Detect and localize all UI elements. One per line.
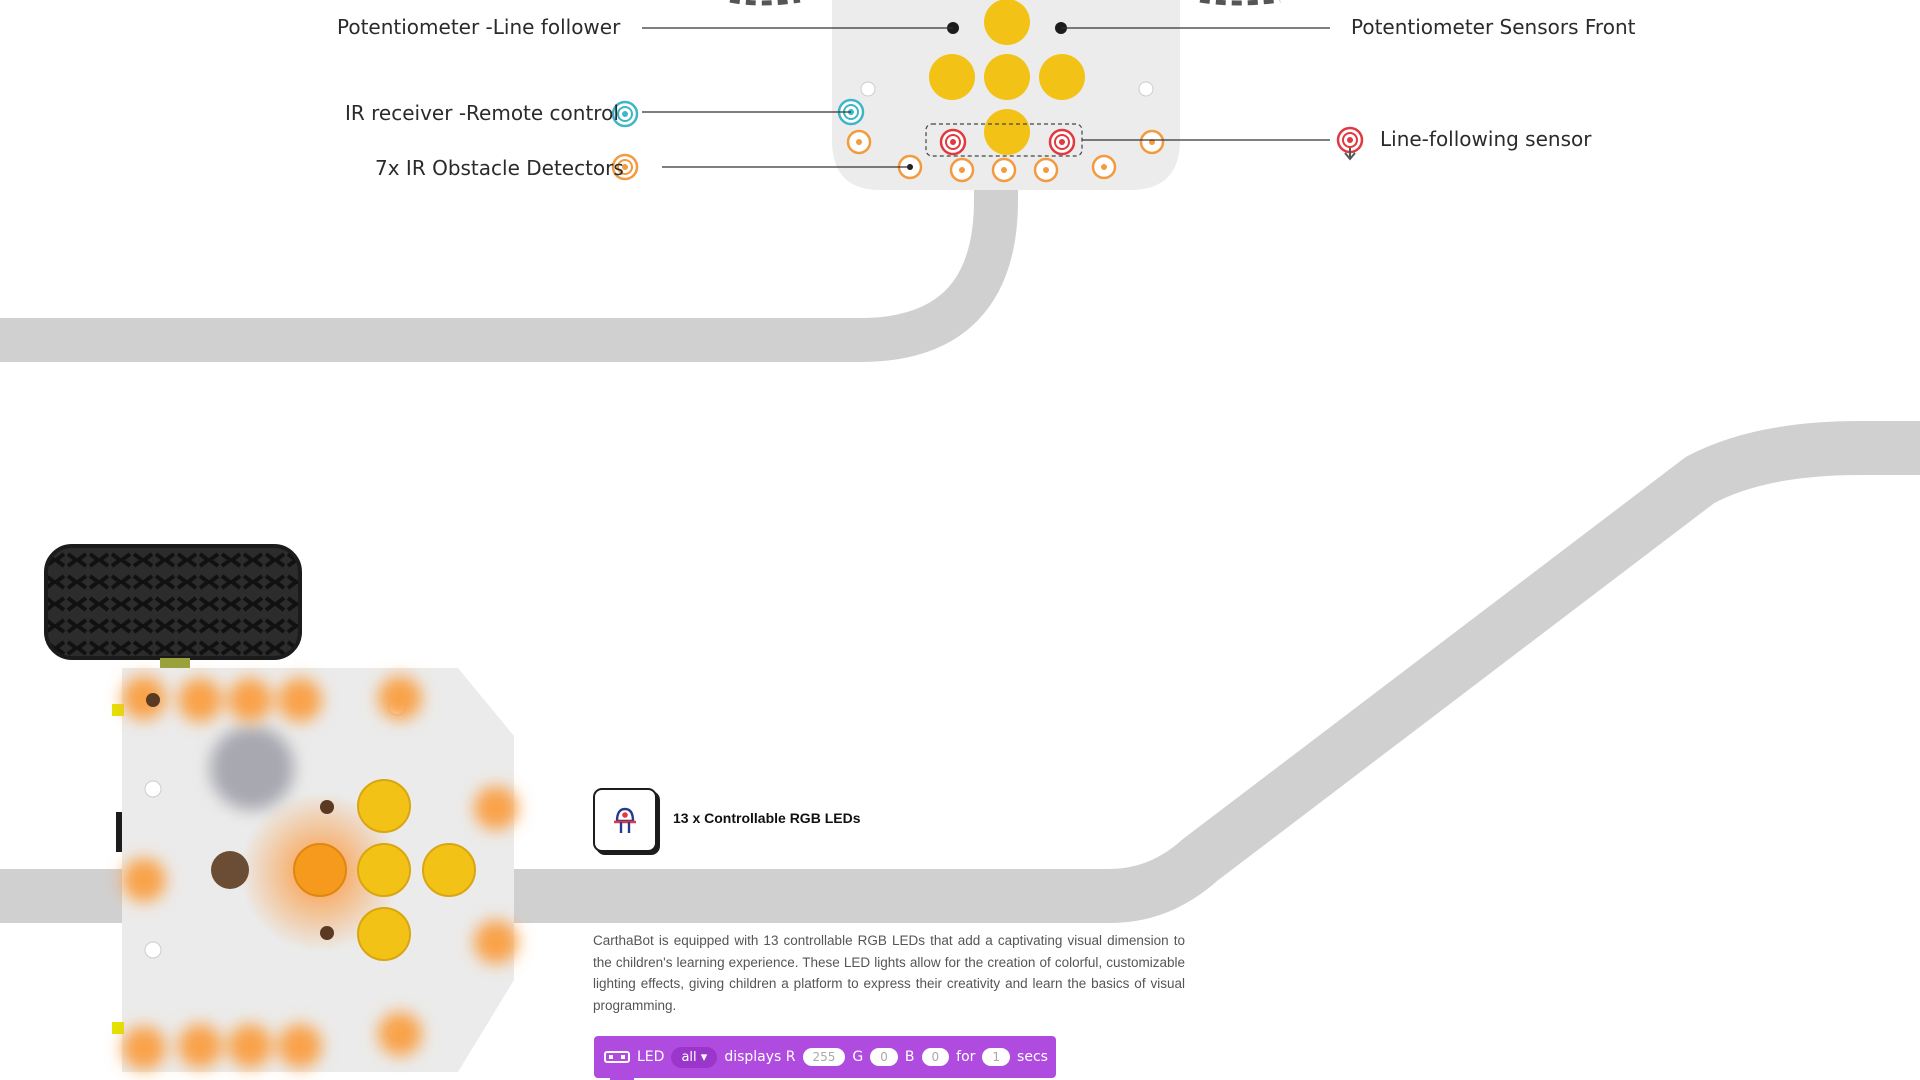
label-ir-receiver: IR receiver -Remote control <box>345 101 619 125</box>
track-bottom <box>0 421 1920 923</box>
label-potentiometer-sensors-front: Potentiometer Sensors Front <box>1351 15 1636 39</box>
block-secs-label: secs <box>1017 1049 1048 1065</box>
led-selector-dropdown[interactable]: all ▾ <box>671 1046 718 1068</box>
led-code-block[interactable]: LED all ▾ displays R 255 G 0 B 0 for 1 s… <box>594 1036 1056 1080</box>
block-led-label: LED <box>637 1049 665 1065</box>
b-value-input[interactable]: 0 <box>921 1048 950 1066</box>
ir-obstacle-legend-icon <box>611 153 639 181</box>
feature-description: CarthaBot is equipped with 13 controllab… <box>593 933 1185 1013</box>
block-for-label: for <box>956 1049 976 1065</box>
edge-leds <box>122 676 518 1070</box>
block-displays-label: displays R <box>724 1049 796 1065</box>
line-sensor-dots <box>939 128 1076 156</box>
led-selector-value: all <box>681 1049 697 1065</box>
ir-receiver-legend-icon <box>611 100 639 128</box>
top-led-cluster <box>929 0 1085 155</box>
block-notch <box>610 1078 634 1080</box>
block-b-label: B <box>904 1049 915 1065</box>
feature-title: 13 x Controllable RGB LEDs <box>673 810 861 826</box>
label-line-following-sensor: Line-following sensor <box>1380 127 1592 151</box>
label-ir-obstacle-detectors: 7x IR Obstacle Detectors <box>375 156 624 180</box>
chevron-down-icon: ▾ <box>700 1049 708 1065</box>
led-strip-icon <box>604 1051 630 1063</box>
g-value-input[interactable]: 0 <box>870 1048 898 1066</box>
top-robot <box>729 0 1281 190</box>
led-bulb-icon <box>614 807 636 833</box>
line-following-legend-icon <box>1336 126 1364 161</box>
leader-lines <box>642 27 1330 168</box>
r-value-input[interactable]: 255 <box>802 1048 846 1066</box>
feature-icon-box <box>593 788 657 852</box>
track-top <box>0 150 1018 362</box>
duration-input[interactable]: 1 <box>982 1048 1011 1066</box>
label-potentiometer-line-follower: Potentiometer -Line follower <box>337 15 621 39</box>
bottom-led-cluster <box>293 779 476 961</box>
bottom-robot <box>44 544 518 1072</box>
block-g-label: G <box>852 1049 864 1065</box>
